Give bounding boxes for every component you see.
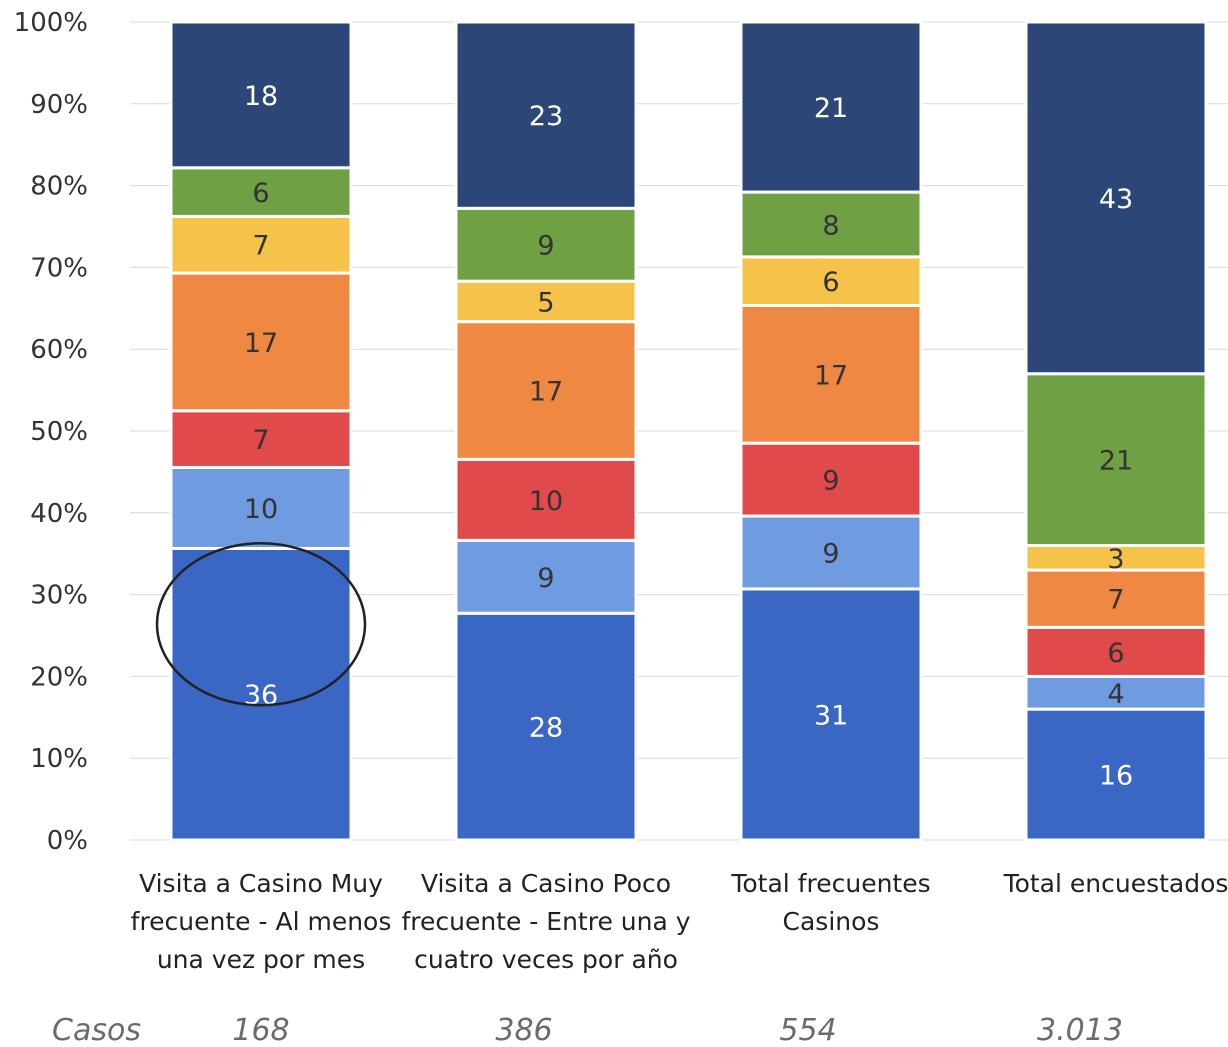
y-tick-label: 50%	[30, 417, 88, 447]
bar-segment-label: 7	[252, 425, 269, 456]
casos-label: Casos	[52, 1013, 141, 1047]
y-tick-label: 90%	[30, 90, 88, 120]
bar-segment-label: 17	[814, 360, 848, 391]
bar-segment	[454, 320, 638, 461]
y-tick-label: 100%	[14, 8, 88, 38]
bar-segment	[454, 611, 638, 842]
bar-segment-label: 17	[529, 377, 563, 408]
bar-segment-label: 43	[1099, 184, 1133, 215]
bar-segment	[739, 514, 923, 591]
casos-value: 386	[495, 1013, 552, 1047]
bar-segment-label: 3	[1107, 544, 1124, 575]
y-tick-label: 60%	[30, 335, 88, 365]
bar-segment-label: 6	[252, 178, 269, 209]
bar-segment-label: 4	[1107, 679, 1124, 710]
category-label: Total encuestados	[1003, 869, 1228, 898]
bar-segment-label: 9	[822, 466, 839, 497]
bar-segment	[169, 546, 353, 842]
bar-segment-label: 21	[814, 93, 848, 124]
highlight-ellipse	[155, 541, 367, 707]
bar-segment-label: 18	[244, 81, 278, 112]
bar-segment-label: 10	[529, 486, 563, 517]
category-label: Visita a Casino Muy frecuente - Al menos u…	[131, 869, 392, 974]
y-tick-label: 20%	[30, 662, 88, 692]
bar-segment-label: 9	[822, 538, 839, 569]
bar-segment	[1024, 568, 1208, 629]
y-tick-label: 10%	[30, 744, 88, 774]
bar-segment-label: 17	[244, 328, 278, 359]
bar-segment	[1024, 707, 1208, 842]
bar-segment	[739, 255, 923, 307]
bar-segment	[1024, 674, 1208, 711]
bar-segment-label: 28	[529, 713, 563, 744]
casos-value: 3.013	[1037, 1013, 1123, 1047]
casos-value: 554	[779, 1013, 836, 1047]
bar-segment-label: 16	[1099, 761, 1133, 792]
bar-segment	[454, 206, 638, 283]
bar-segment	[1024, 372, 1208, 548]
bar-segment	[739, 20, 923, 194]
bar-segment	[1024, 20, 1208, 376]
bar-segment	[169, 271, 353, 413]
bar-segment-label: 21	[1099, 446, 1133, 477]
y-tick-label: 40%	[30, 499, 88, 529]
bar-segment	[169, 214, 353, 275]
bar-segment-label: 9	[537, 563, 554, 594]
bar-segment-label: 6	[822, 267, 839, 298]
bar-segment	[454, 20, 638, 210]
bar-segment-label: 7	[1107, 585, 1124, 616]
y-tick-label: 80%	[30, 172, 88, 202]
bar-segment-label: 31	[814, 700, 848, 731]
y-tick-label: 0%	[47, 826, 88, 856]
bar-segment-label: 8	[822, 210, 839, 241]
bar-segment	[739, 303, 923, 445]
category-label: Total frecuentes Casinos	[730, 869, 930, 936]
bar-segment	[739, 587, 923, 842]
bar-segment-label: 36	[244, 680, 278, 711]
bar-segment	[169, 465, 353, 550]
y-tick-label: 70%	[30, 253, 88, 283]
category-label: Visita a Casino Poco frecuente - Entre un…	[401, 869, 690, 974]
bar-segment	[169, 20, 353, 170]
bar-segment-label: 10	[244, 494, 278, 525]
bar-segment-label: 7	[252, 231, 269, 262]
casos-value: 168	[232, 1013, 289, 1047]
bar-segment	[739, 190, 923, 259]
bar-segment-label: 9	[537, 231, 554, 262]
bar-segment	[169, 409, 353, 469]
y-tick-label: 30%	[30, 581, 88, 611]
bar-segment-label: 5	[537, 287, 554, 318]
bar-segment	[454, 457, 638, 542]
bar-segment	[454, 279, 638, 324]
bar-segment-label: 23	[529, 101, 563, 132]
bar-segment-label: 6	[1107, 638, 1124, 669]
